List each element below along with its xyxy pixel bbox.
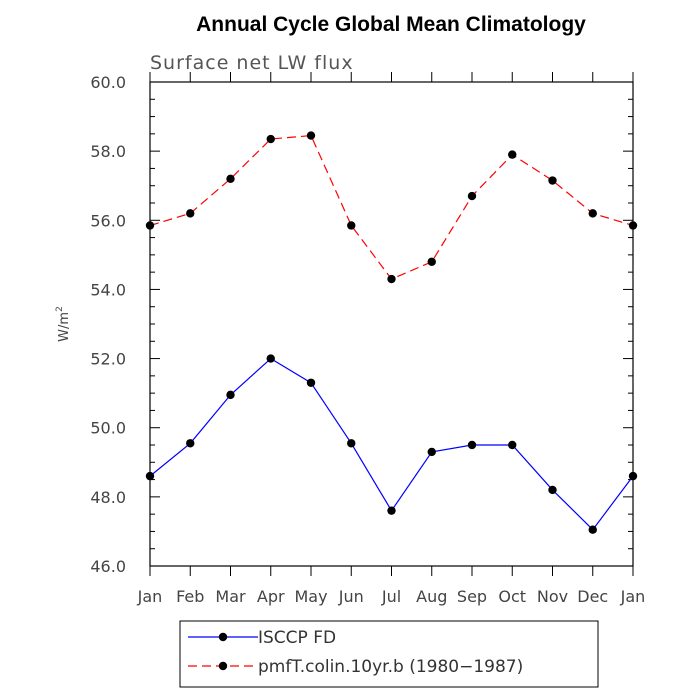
y-axis-label-text: W/m: [57, 312, 72, 342]
series-1-point: [548, 176, 557, 185]
y-tick-label: 58.0: [90, 142, 126, 161]
y-tick-label: 60.0: [90, 73, 126, 92]
series-0-point: [427, 447, 436, 457]
legend-label-isccp: ISCCP FD: [258, 628, 336, 648]
legend-label-pmft: pmfT.colin.10yr.b (1980−1987): [258, 657, 523, 677]
x-tick-label: Oct: [498, 587, 526, 606]
y-axis: 46.0 48.0 50.0 52.0 54.0 56.0 58.0 60.0: [90, 73, 633, 576]
series-1-point: [186, 209, 195, 218]
series-0-point: [347, 439, 356, 448]
series-1-point: [588, 209, 597, 218]
series-0-point: [588, 525, 597, 534]
y-tick-label: 52.0: [90, 350, 126, 369]
y-tick-label: 56.0: [90, 211, 126, 230]
x-tick-label: Feb: [176, 587, 204, 606]
plot-frame: [149, 81, 634, 567]
legend-box: [179, 620, 599, 688]
x-axis: Jan Feb Mar Apr May Jun Jul Aug Sep Oct Nov Dec Jan: [137, 72, 646, 606]
x-tick-label: Nov: [537, 587, 568, 606]
x-tick-label: May: [294, 587, 327, 606]
chart-title: Annual Cycle Global Mean Climatology: [196, 13, 586, 36]
series-1-point: [347, 221, 356, 230]
series-1-point: [467, 191, 477, 201]
legend-marker-isccp: [218, 632, 228, 642]
series-0-point: [387, 506, 396, 515]
y-tick-label: 48.0: [90, 488, 126, 507]
series-1-point: [387, 274, 396, 284]
series-0-point: [186, 439, 195, 448]
x-tick-label: Aug: [416, 587, 447, 606]
y-tick-label: 54.0: [90, 280, 126, 299]
y-tick-label: 50.0: [90, 419, 126, 438]
y-tick-label: 46.0: [90, 557, 126, 576]
x-tick-label: Jun: [338, 587, 364, 606]
x-tick-label: Mar: [215, 587, 246, 606]
series-0-point: [266, 354, 275, 363]
series-0-point: [145, 471, 155, 481]
series-layer: [145, 131, 638, 534]
x-tick-label: Jul: [381, 587, 401, 606]
series-1-point: [427, 257, 436, 266]
series-line-1: [149, 134, 634, 280]
chart-subtitle: Surface net LW flux: [150, 52, 354, 74]
series-0-point: [628, 471, 638, 481]
series-1-point: [306, 131, 316, 140]
x-tick-label: Jan: [620, 587, 646, 606]
x-tick-label: Dec: [577, 587, 608, 606]
series-1-point: [226, 174, 235, 183]
series-0-point: [508, 440, 517, 450]
x-tick-label: Jan: [137, 587, 163, 606]
series-0-point: [306, 378, 316, 387]
series-1-point: [628, 221, 638, 230]
legend: ISCCP FD pmfT.colin.10yr.b (1980−1987): [179, 620, 599, 688]
legend-marker-pmft: [218, 661, 228, 671]
series-1-point: [508, 150, 517, 159]
series-0-point: [548, 485, 557, 495]
y-axis-label-superscript: 2: [55, 306, 65, 312]
series-line-0: [149, 357, 634, 531]
y-axis-label: W/m2: [55, 306, 72, 342]
series-1-point: [266, 134, 275, 144]
x-tick-label: Sep: [457, 587, 487, 606]
series-1-point: [145, 221, 155, 230]
x-tick-label: Apr: [257, 587, 285, 606]
series-0-point: [467, 440, 477, 450]
series-0-point: [226, 390, 235, 400]
